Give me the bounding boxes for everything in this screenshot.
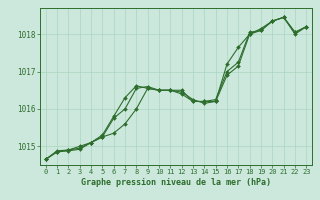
X-axis label: Graphe pression niveau de la mer (hPa): Graphe pression niveau de la mer (hPa) <box>81 178 271 187</box>
